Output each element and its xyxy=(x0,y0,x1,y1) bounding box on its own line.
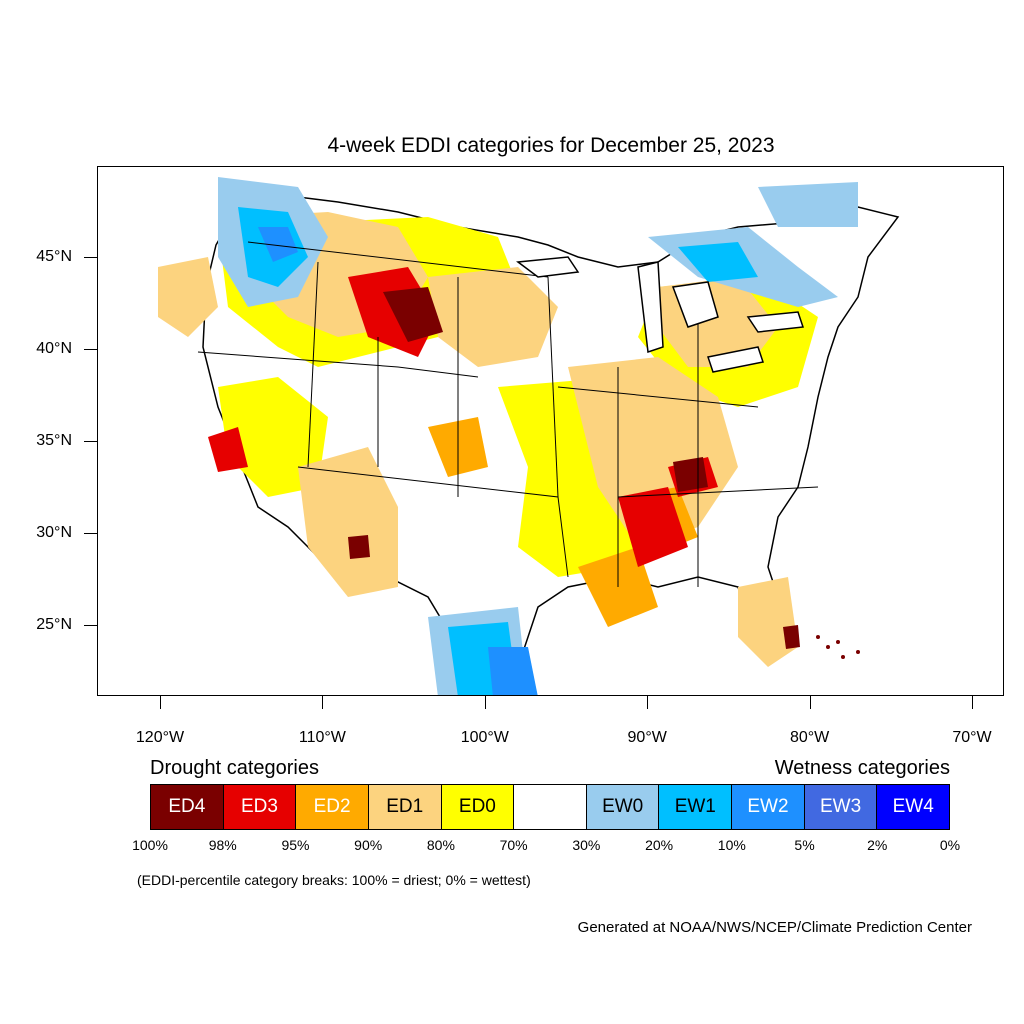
legend-break-label: 30% xyxy=(572,837,601,853)
lon-tick-label: 70°W xyxy=(952,729,992,746)
legend-break-label: 5% xyxy=(794,837,815,853)
legend-break-label: 80% xyxy=(426,837,455,853)
lat-tick-label: 30°N xyxy=(36,524,72,541)
lat-tick-mark xyxy=(84,533,97,534)
lat-tick-mark xyxy=(84,349,97,350)
legend-cell-normal xyxy=(514,785,587,829)
lon-tick-mark xyxy=(322,696,324,709)
legend-bar: ED4 ED3 ED2 ED1 ED0 EW0 EW1 EW2 EW3 EW4 xyxy=(150,784,950,830)
lat-tick-label: 25°N xyxy=(36,616,72,633)
legend-break-label: 98% xyxy=(208,837,237,853)
category-note: (EDDI-percentile category breaks: 100% =… xyxy=(137,872,531,888)
map-title: 4-week EDDI categories for December 25, … xyxy=(327,134,775,157)
legend-break-label: 20% xyxy=(645,837,674,853)
lon-tick-mark xyxy=(160,696,161,709)
lon-tick-mark xyxy=(484,696,486,709)
legend-cell-ed3: ED3 xyxy=(223,785,297,829)
wetness-heading: Wetness categories xyxy=(774,757,950,779)
legend-cell-ew3: EW3 xyxy=(804,785,878,829)
legend-cell-ew4: EW4 xyxy=(877,785,950,829)
bahamas-dots xyxy=(816,635,860,659)
lon-tick-mark xyxy=(809,696,811,709)
lon-tick-label: 110°W xyxy=(298,729,346,746)
lon-tick-label: 90°W xyxy=(627,729,667,746)
legend-break-label: 90% xyxy=(354,837,383,853)
drought-heading: Drought categories xyxy=(150,757,319,779)
legend-cell-ed1: ED1 xyxy=(368,785,442,829)
lon-tick-label: 100°W xyxy=(460,729,509,746)
eddi-map xyxy=(97,166,1004,696)
legend-break-label: 0% xyxy=(939,837,961,853)
legend-cell-ed0: ED0 xyxy=(441,785,515,829)
legend-cell-ew2: EW2 xyxy=(732,785,805,829)
lat-tick-mark xyxy=(84,257,97,258)
legend-cell-ed2: ED2 xyxy=(296,785,369,829)
great-lakes xyxy=(516,256,805,373)
lon-tick-mark xyxy=(647,696,649,709)
credit-line: Generated at NOAA/NWS/NCEP/Climate Predi… xyxy=(577,919,972,936)
legend-cell-ew1: EW1 xyxy=(659,785,733,829)
lat-tick-mark xyxy=(84,625,97,626)
lat-tick-label: 35°N xyxy=(36,432,72,449)
lat-tick-label: 40°N xyxy=(36,340,72,357)
state-boundaries xyxy=(197,241,819,587)
lon-tick-label: 120°W xyxy=(135,729,185,746)
map-svg xyxy=(158,177,900,695)
legend-cell-ed4: ED4 xyxy=(151,785,224,829)
lon-tick-label: 80°W xyxy=(789,729,830,746)
lat-tick-mark xyxy=(84,441,97,442)
legend-cell-ew0: EW0 xyxy=(586,785,660,829)
legend-break-label: 10% xyxy=(717,837,746,853)
legend-break-label: 2% xyxy=(867,837,888,853)
lat-tick-label: 45°N xyxy=(36,248,72,265)
legend-break-label: 100% xyxy=(132,837,168,853)
legend-break-label: 70% xyxy=(499,837,528,853)
lon-tick-mark xyxy=(972,696,973,709)
legend-break-label: 95% xyxy=(281,837,310,853)
